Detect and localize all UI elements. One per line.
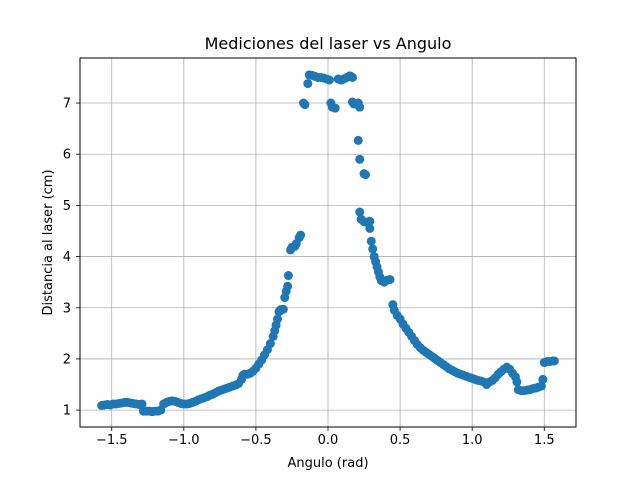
x-axis-ticks: −1.5 −1.0 −0.5 0.0 0.5 1.0 1.5 [96, 427, 555, 448]
data-point [265, 339, 275, 349]
data-point [366, 236, 376, 246]
data-point [365, 223, 375, 233]
data-point [273, 314, 283, 324]
y-tick-label: 6 [63, 148, 71, 163]
data-point [330, 103, 340, 113]
y-axis-label: Distancia al laser (cm) [41, 169, 56, 315]
x-tick-label: 0.5 [390, 433, 411, 448]
data-point [549, 356, 559, 366]
x-tick-label: −1.5 [96, 433, 128, 448]
data-point [283, 281, 293, 291]
x-tick-label: 0.0 [318, 433, 339, 448]
data-point [278, 304, 288, 314]
data-point [348, 72, 358, 82]
data-point [283, 271, 293, 281]
data-point [355, 207, 365, 217]
data-point [360, 170, 370, 180]
data-point [368, 244, 378, 254]
y-tick-label: 3 [63, 301, 71, 316]
data-point [296, 230, 306, 240]
data-point [538, 374, 548, 384]
x-tick-label: 1.5 [534, 433, 555, 448]
y-axis-ticks: 1 2 3 4 5 6 7 [63, 97, 80, 419]
y-tick-label: 5 [63, 199, 71, 214]
data-point [303, 79, 313, 89]
data-point [385, 275, 395, 285]
chart-title: Mediciones del laser vs Angulo [205, 34, 452, 53]
data-point [300, 100, 310, 110]
y-tick-label: 4 [63, 250, 71, 265]
x-tick-label: 1.0 [462, 433, 483, 448]
y-tick-label: 1 [63, 404, 71, 419]
data-point [355, 154, 365, 164]
data-point [324, 75, 334, 85]
data-point [355, 102, 365, 112]
x-tick-label: −0.5 [240, 433, 272, 448]
x-axis-label: Angulo (rad) [287, 456, 368, 471]
data-point [353, 135, 363, 145]
data-points [97, 70, 559, 417]
data-point [365, 216, 375, 226]
data-point [137, 399, 147, 409]
data-point [512, 377, 522, 387]
y-tick-label: 7 [63, 97, 71, 112]
y-tick-label: 2 [63, 352, 71, 367]
x-tick-label: −1.0 [168, 433, 200, 448]
